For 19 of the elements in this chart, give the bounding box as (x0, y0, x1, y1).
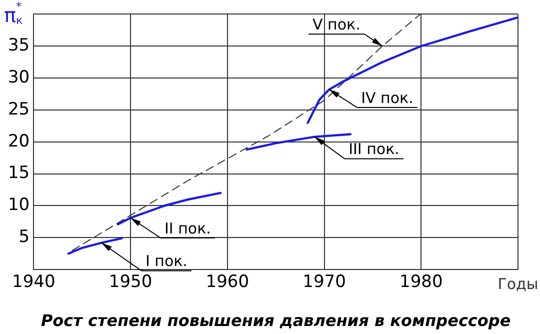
y-tick-label: 35 (8, 36, 30, 56)
series-label: II пок. (164, 219, 211, 238)
y-tick-label: 20 (8, 131, 30, 152)
y-tick-label: 25 (8, 99, 30, 120)
series-label: IV пок. (361, 88, 414, 107)
x-tick-label: 1980 (399, 272, 443, 292)
series-label: V пок. (312, 16, 360, 34)
y-tick-label: 10 (8, 195, 30, 216)
x-tick-label: 1960 (206, 272, 250, 292)
y-tick-label: 5 (18, 227, 30, 248)
x-tick-label: 1970 (302, 272, 346, 292)
series-label: I пок. (145, 252, 188, 270)
x-axis-title: Годы (498, 274, 538, 293)
text: Рост степени повышения давления в компрессоре (40, 311, 511, 330)
x-tick-label: 1940 (12, 272, 56, 292)
series-label: III пок. (348, 140, 400, 158)
x-tick-label: 1950 (108, 272, 152, 292)
y-tick-label: 30 (8, 67, 30, 88)
y-tick-label: 15 (8, 163, 30, 184)
